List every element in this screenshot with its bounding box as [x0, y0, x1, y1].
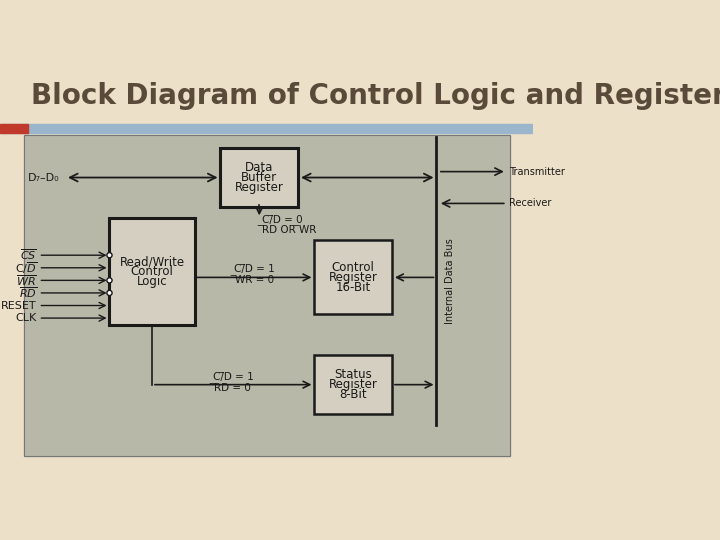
Bar — [0, 124, 533, 133]
Text: Logic: Logic — [137, 275, 167, 288]
Text: ̅RD OR ̅WR: ̅RD OR ̅WR — [262, 225, 317, 235]
Text: C/̅D = 0: C/̅D = 0 — [262, 215, 303, 225]
Bar — [24, 136, 510, 456]
Circle shape — [107, 291, 112, 295]
Text: C/$\overline{D}$: C/$\overline{D}$ — [15, 260, 37, 275]
Text: ̅RD = 0: ̅RD = 0 — [215, 383, 251, 393]
Bar — [315, 240, 392, 314]
Text: 16-Bit: 16-Bit — [336, 281, 371, 294]
Text: 8-Bit: 8-Bit — [339, 388, 367, 401]
Text: $\overline{WR}$: $\overline{WR}$ — [17, 273, 37, 288]
Bar — [24, 136, 510, 456]
Text: $\overline{RD}$: $\overline{RD}$ — [19, 286, 37, 300]
Text: Read/Write: Read/Write — [120, 255, 184, 268]
Text: Register: Register — [329, 378, 378, 391]
Bar — [315, 355, 392, 414]
Text: C/̅D = 1: C/̅D = 1 — [234, 264, 275, 274]
Bar — [0, 124, 28, 133]
Text: C/̅D = 1: C/̅D = 1 — [213, 372, 253, 382]
Bar — [109, 218, 194, 326]
Text: Control: Control — [130, 265, 174, 278]
Bar — [220, 148, 298, 207]
Text: D₇–D₀: D₇–D₀ — [27, 173, 59, 183]
Text: Block Diagram of Control Logic and Registers: Block Diagram of Control Logic and Regis… — [31, 82, 720, 110]
Text: RESET: RESET — [1, 300, 37, 310]
Text: Internal Data Bus: Internal Data Bus — [444, 238, 454, 324]
Text: Transmitter: Transmitter — [509, 167, 564, 177]
Text: CLK: CLK — [16, 313, 37, 323]
Text: Register: Register — [235, 181, 284, 194]
Text: Register: Register — [329, 271, 378, 284]
Text: Buffer: Buffer — [241, 171, 277, 184]
Text: $\overline{CS}$: $\overline{CS}$ — [20, 248, 37, 262]
Text: Data: Data — [245, 161, 274, 174]
Text: Status: Status — [334, 368, 372, 381]
Circle shape — [107, 253, 112, 258]
Text: Control: Control — [332, 261, 374, 274]
Circle shape — [107, 278, 112, 283]
Text: Receiver: Receiver — [509, 198, 552, 208]
Text: ̅WR = 0: ̅WR = 0 — [235, 275, 274, 285]
